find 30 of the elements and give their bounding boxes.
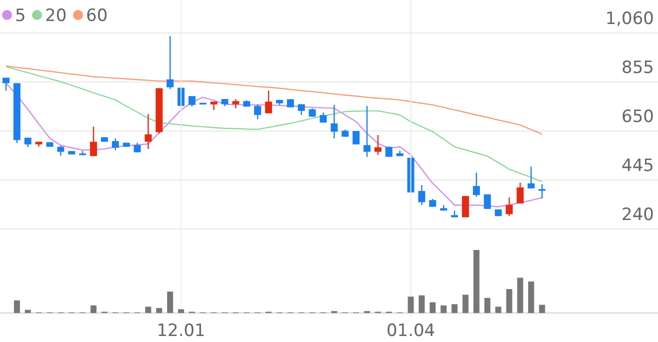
bar bbox=[484, 298, 490, 313]
legend-label: 5 bbox=[15, 6, 26, 26]
bar bbox=[452, 304, 458, 313]
y-tick-label: 650 bbox=[622, 107, 654, 127]
bar bbox=[145, 306, 152, 313]
bar bbox=[495, 306, 502, 313]
bar bbox=[506, 289, 512, 313]
legend-label: 20 bbox=[45, 6, 67, 26]
x-tick-label: 01.04 bbox=[386, 321, 436, 341]
bar bbox=[418, 295, 425, 313]
bar bbox=[167, 292, 174, 313]
bar bbox=[473, 250, 480, 313]
bar bbox=[528, 282, 534, 313]
bar bbox=[14, 300, 20, 313]
bar bbox=[408, 296, 414, 313]
bar bbox=[440, 305, 447, 313]
y-tick-label: 240 bbox=[622, 205, 654, 225]
bar bbox=[539, 304, 546, 313]
x-tick-label: 12.01 bbox=[156, 321, 206, 341]
bar bbox=[430, 302, 436, 313]
bar bbox=[156, 308, 162, 313]
y-tick-label: 855 bbox=[622, 58, 654, 78]
bar bbox=[462, 294, 468, 313]
y-tick-label: 1,060 bbox=[605, 9, 654, 29]
bar bbox=[90, 305, 97, 313]
bar bbox=[517, 278, 524, 313]
bar bbox=[178, 309, 184, 313]
bar bbox=[24, 310, 31, 313]
y-tick-label: 445 bbox=[622, 156, 654, 176]
legend-label: 60 bbox=[86, 6, 108, 26]
